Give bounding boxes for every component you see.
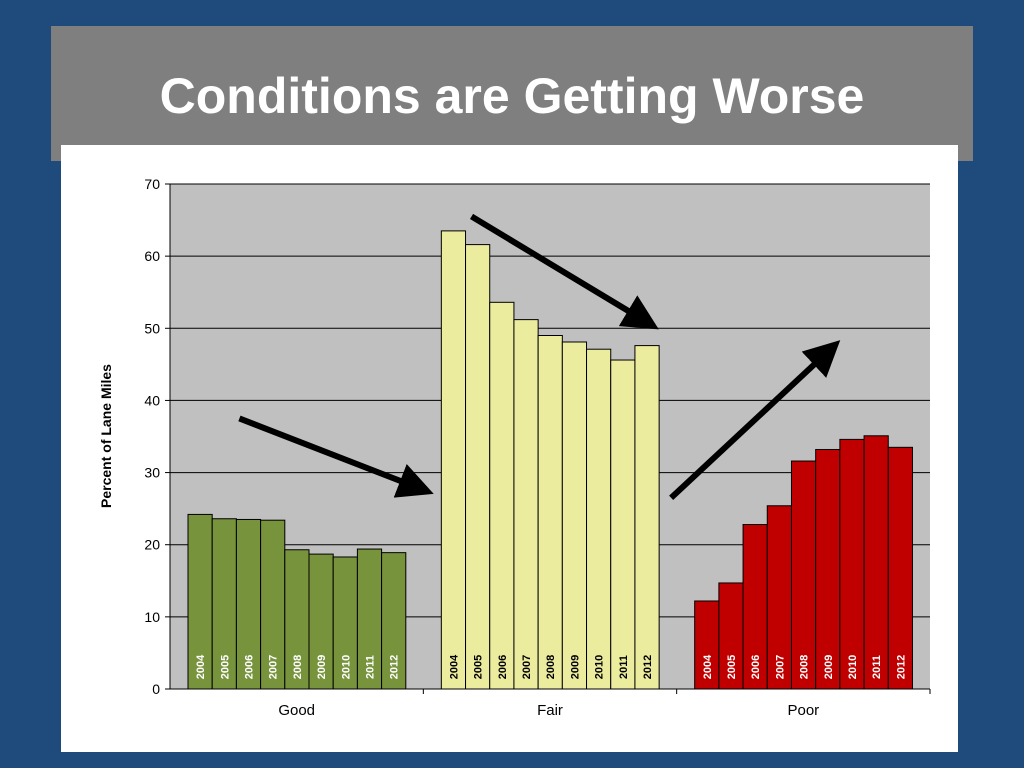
bar-year-label: 2012: [642, 655, 654, 679]
bar-poor-2011: [863, 435, 889, 690]
bar-poor-2009: [815, 448, 841, 690]
bar-fair-2011: [610, 359, 636, 690]
title-bar: [51, 26, 973, 161]
y-tick-label: 0: [152, 681, 160, 697]
bar-year-label: 2005: [473, 655, 485, 679]
category-label: Poor: [787, 702, 819, 719]
good-trend-arrow: [238, 415, 434, 498]
trend-arrows: [238, 213, 841, 501]
bar-fair-2007: [513, 319, 539, 690]
bar-good-2010: [332, 556, 358, 690]
y-axis-label: Percent of Lane Miles: [98, 364, 114, 508]
bar-good-2009: [308, 553, 334, 690]
y-tick-label: 70: [144, 176, 160, 192]
y-tick-label: 60: [144, 248, 160, 264]
bar-year-label: 2007: [268, 655, 280, 679]
bar-year-label: 2011: [365, 655, 377, 679]
category-label: Good: [278, 702, 315, 719]
bar-fair-2005: [465, 244, 491, 690]
y-tick-label: 40: [144, 392, 160, 408]
bar-fair-2008: [537, 335, 563, 690]
y-tick-label: 30: [144, 465, 160, 481]
bar-year-label: 2007: [521, 655, 533, 679]
axes: [165, 183, 931, 694]
bar-fair-2010: [586, 348, 612, 690]
bar-poor-2006: [742, 524, 768, 690]
bar-year-label: 2012: [895, 655, 907, 679]
bar-year-label: 2010: [594, 655, 606, 679]
category-label: Fair: [537, 702, 563, 719]
bar-year-label: 2006: [750, 655, 762, 679]
bar-good-2006: [235, 518, 262, 690]
bar-year-label: 2009: [569, 655, 581, 679]
chart-panel: 2004 2005 2006 2007 2008 2009 2010 2011 2012 2004…: [61, 145, 958, 752]
bar-year-label: 2008: [799, 655, 811, 679]
bar-year-label: 2012: [389, 655, 401, 679]
bar-fair-2006: [489, 301, 515, 690]
bar-poor-2005: [718, 582, 744, 690]
bar-year-label: 2009: [823, 655, 835, 679]
bar-year-label: 2008: [292, 655, 304, 679]
y-tick-labels: 0 10 20 30 40 50 60 70: [144, 176, 160, 697]
bar-good-2007: [260, 519, 286, 690]
bar-year-label: 2004: [702, 654, 714, 679]
category-labels: Good Fair Poor: [278, 702, 819, 719]
bar-year-label: 2008: [545, 655, 557, 679]
bar-year-label: 2009: [316, 655, 328, 679]
bar-year-label: 2006: [497, 655, 509, 679]
bar-fair-2004: [440, 230, 467, 690]
bar-year-label: 2004: [448, 654, 460, 679]
bar-year-label: 2011: [871, 655, 883, 679]
bar-year-label: 2011: [618, 655, 630, 679]
bar-fair-2009: [561, 341, 588, 690]
bar-good-2005: [211, 518, 237, 690]
bar-year-label: 2005: [726, 655, 738, 679]
y-tick-label: 10: [144, 609, 160, 625]
slide-title: Conditions are Getting Worse: [159, 68, 865, 124]
bar-year-label: 2004: [195, 654, 207, 679]
bar-poor-2010: [839, 438, 865, 690]
bar-poor-2012: [887, 446, 913, 690]
bar-year-label: 2005: [219, 655, 231, 679]
bar-year-label: 2010: [847, 655, 859, 679]
bar-good-2012: [381, 552, 407, 690]
bar-good-2008: [284, 549, 310, 690]
bar-good-2011: [356, 548, 383, 690]
poor-trend-arrow: [669, 340, 841, 501]
fair-trend-arrow: [469, 213, 659, 330]
y-tick-label: 20: [144, 537, 160, 553]
bar-year-label: 2006: [244, 655, 256, 679]
bar-poor-2004: [694, 600, 720, 690]
bar-year-label: 2007: [774, 655, 786, 679]
bar-chart: 2004 2005 2006 2007 2008 2009 2010 2011 2012 2004…: [98, 176, 931, 719]
bar-fair-2012: [634, 345, 660, 690]
bar-year-label: 2010: [340, 655, 352, 679]
y-tick-label: 50: [144, 320, 160, 336]
